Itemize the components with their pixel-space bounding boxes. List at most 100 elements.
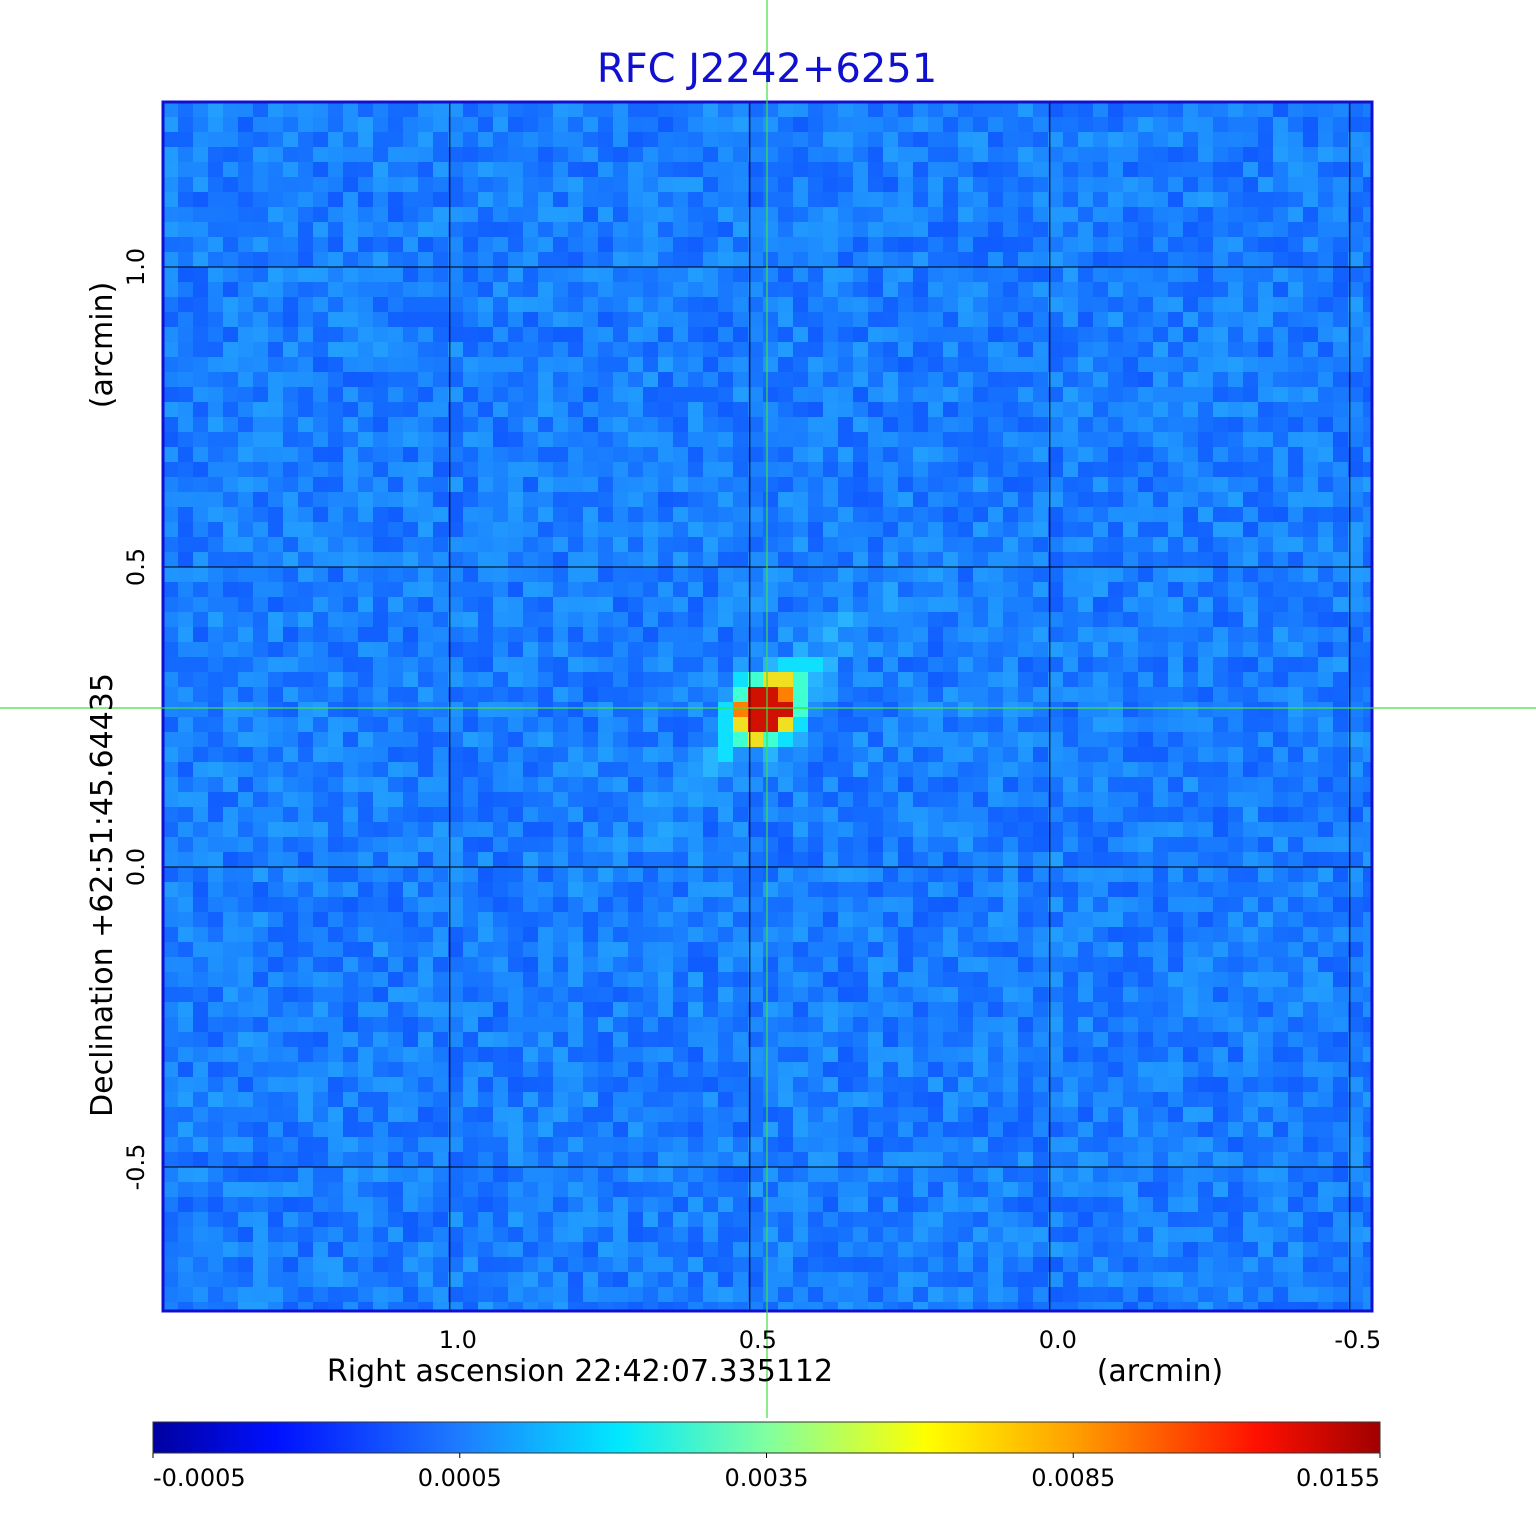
image-pixel <box>493 792 509 808</box>
image-pixel <box>643 597 659 613</box>
image-pixel <box>403 612 419 628</box>
image-pixel <box>1198 252 1214 268</box>
image-pixel <box>1318 162 1334 178</box>
image-pixel <box>448 372 464 388</box>
image-pixel <box>853 297 869 313</box>
image-pixel <box>1033 747 1049 763</box>
image-pixel <box>568 267 584 283</box>
image-pixel <box>1018 222 1034 238</box>
image-pixel <box>538 282 554 298</box>
image-pixel <box>463 807 479 823</box>
image-pixel <box>913 102 929 118</box>
image-pixel <box>1363 282 1372 298</box>
image-pixel <box>193 252 209 268</box>
image-pixel <box>388 402 404 418</box>
image-pixel <box>1273 327 1289 343</box>
image-pixel <box>238 177 254 193</box>
image-pixel <box>673 372 689 388</box>
image-pixel <box>943 552 959 568</box>
image-pixel <box>598 357 614 373</box>
image-pixel <box>433 117 449 133</box>
image-pixel <box>688 777 704 793</box>
image-pixel <box>868 822 884 838</box>
image-pixel <box>463 957 479 973</box>
image-pixel <box>463 192 479 208</box>
image-pixel <box>448 537 464 553</box>
image-pixel <box>163 642 179 658</box>
image-pixel <box>598 747 614 763</box>
image-pixel <box>883 837 899 853</box>
image-pixel <box>943 282 959 298</box>
image-pixel <box>1273 867 1289 883</box>
image-pixel <box>898 672 914 688</box>
image-pixel <box>1258 147 1274 163</box>
image-pixel <box>223 822 239 838</box>
image-pixel <box>493 237 509 253</box>
image-pixel <box>163 147 179 163</box>
image-pixel <box>1303 927 1319 943</box>
image-pixel <box>808 582 824 598</box>
image-pixel <box>388 177 404 193</box>
image-pixel <box>688 372 704 388</box>
image-pixel <box>868 627 884 643</box>
image-pixel <box>583 852 599 868</box>
image-pixel <box>343 537 359 553</box>
image-pixel <box>793 852 809 868</box>
image-pixel <box>973 717 989 733</box>
image-pixel <box>838 117 854 133</box>
image-pixel <box>508 387 524 403</box>
image-pixel <box>1363 537 1372 553</box>
image-pixel <box>1123 387 1139 403</box>
image-pixel <box>433 552 449 568</box>
image-pixel <box>478 657 494 673</box>
image-pixel <box>403 177 419 193</box>
image-pixel <box>1228 747 1244 763</box>
image-pixel <box>1033 387 1049 403</box>
image-pixel <box>733 792 749 808</box>
image-pixel <box>913 162 929 178</box>
image-pixel <box>748 582 764 598</box>
image-pixel <box>703 882 719 898</box>
image-pixel <box>763 522 779 538</box>
image-pixel <box>718 642 734 658</box>
image-pixel <box>508 627 524 643</box>
image-pixel <box>163 1002 179 1018</box>
image-pixel <box>208 447 224 463</box>
image-pixel <box>838 147 854 163</box>
image-pixel <box>823 102 839 118</box>
image-pixel <box>538 267 554 283</box>
image-pixel <box>763 792 779 808</box>
image-pixel <box>193 837 209 853</box>
image-pixel <box>538 897 554 913</box>
image-pixel <box>868 342 884 358</box>
image-pixel <box>898 627 914 643</box>
image-pixel <box>1213 417 1229 433</box>
image-pixel <box>163 927 179 943</box>
image-pixel <box>733 402 749 418</box>
image-pixel <box>178 327 194 343</box>
image-pixel <box>253 972 269 988</box>
image-pixel <box>1108 597 1124 613</box>
image-pixel <box>628 822 644 838</box>
image-pixel <box>673 1002 689 1018</box>
image-pixel <box>568 162 584 178</box>
image-pixel <box>598 1002 614 1018</box>
image-pixel <box>598 267 614 283</box>
image-pixel <box>403 837 419 853</box>
image-pixel <box>253 912 269 928</box>
image-pixel <box>1123 567 1139 583</box>
image-pixel <box>283 1017 299 1033</box>
image-pixel <box>1303 237 1319 253</box>
image-pixel <box>1018 612 1034 628</box>
image-pixel <box>943 777 959 793</box>
image-pixel <box>628 147 644 163</box>
image-pixel <box>223 222 239 238</box>
image-pixel <box>1258 237 1274 253</box>
image-pixel <box>178 837 194 853</box>
image-pixel <box>688 837 704 853</box>
image-pixel <box>418 717 434 733</box>
image-pixel <box>1093 987 1109 1003</box>
image-pixel <box>778 252 794 268</box>
image-pixel <box>1048 762 1064 778</box>
image-pixel <box>748 417 764 433</box>
